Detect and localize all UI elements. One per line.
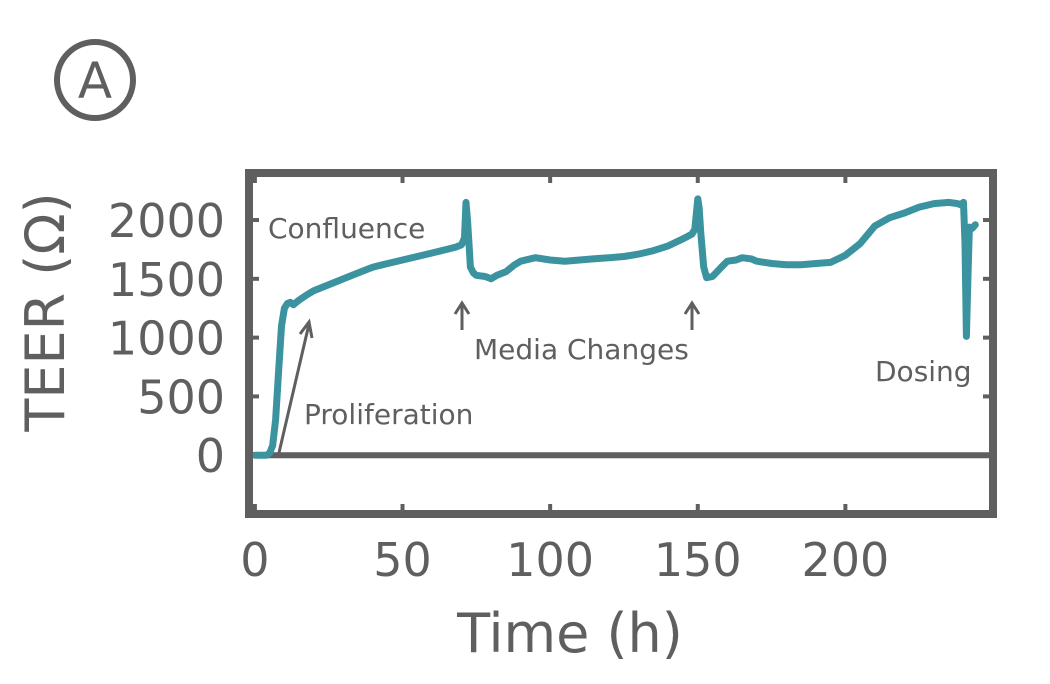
y-tick-label: 1000 [108,312,225,366]
x-tick-label: 0 [240,533,269,587]
media-change-arrow-1-head [453,300,471,315]
proliferation-arrow [276,318,314,458]
media-change-arrow-2-head [683,300,701,315]
y-tick-label: 500 [137,370,225,424]
panel-label-text: A [78,52,112,110]
media-change-arrow-2 [683,300,701,330]
annotation-proliferation: Proliferation [304,398,473,431]
annotation-confluence: Confluence [268,212,425,245]
y-tick-label: 2000 [108,194,225,248]
media-change-arrow-1 [453,300,471,330]
series-group [251,195,979,459]
x-tick-label: 50 [373,533,432,587]
x-tick-labels: 0 50 100 150 200 [240,533,889,587]
teer-series-line [251,195,979,459]
x-axis-label: Time (h) [456,602,683,665]
plot-frame [245,169,997,518]
panel-label-circle [54,39,136,121]
panel-label: A [54,39,136,121]
y-tick-label: 1500 [108,253,225,307]
x-tick-label: 100 [506,533,594,587]
x-tick-label: 150 [654,533,742,587]
y-axis-label: TEER (Ω) [14,192,77,432]
annotation-dosing: Dosing [875,355,972,388]
proliferation-arrow-shaft [276,323,311,458]
x-tick-label: 200 [801,533,889,587]
y-tick-label: 0 [196,429,225,483]
annotation-media-changes: Media Changes [474,333,689,366]
proliferation-arrow-head [298,318,314,339]
